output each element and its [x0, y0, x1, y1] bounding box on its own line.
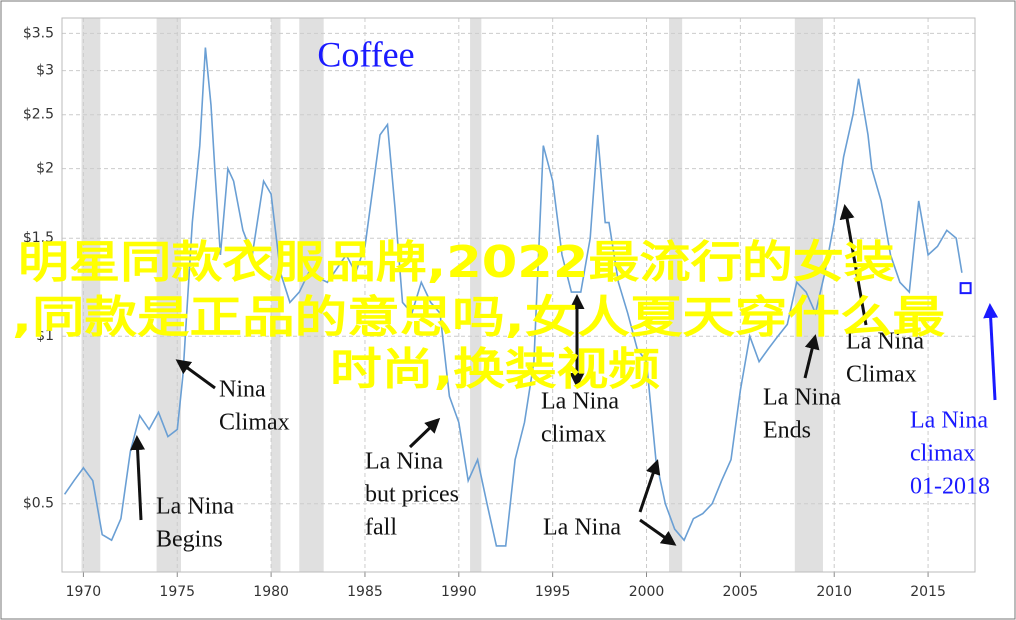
annotation-arrow [639, 518, 677, 546]
overlay-text: 明星同款衣服品牌,2022最流行的女装 [18, 237, 895, 288]
annotation: La Nina [543, 515, 621, 541]
current-marker [959, 282, 972, 295]
x-tick-label: 1980 [253, 584, 289, 600]
annotation: Climax [219, 410, 290, 436]
overlay-text: ,同款是正品的意思吗,女人夏天穿什么最 [12, 292, 945, 343]
annotation: 01-2018 [910, 474, 990, 500]
recession-band [299, 18, 324, 572]
annotation-arrow [803, 334, 820, 379]
x-tick-label: 1990 [441, 584, 477, 600]
annotation: La Nina [763, 385, 841, 411]
annotation-arrow [839, 204, 868, 326]
annotation-arrow [983, 303, 999, 401]
annotation: La Nina [365, 449, 443, 475]
x-tick-label: 1970 [66, 584, 102, 600]
y-tick-label: $3 [36, 63, 54, 79]
annotation: climax [910, 441, 975, 467]
annotation-arrow [638, 459, 661, 513]
y-tick-label: $2 [36, 161, 54, 177]
x-tick-label: 2000 [629, 584, 665, 600]
y-tick-label: $0.5 [23, 496, 54, 512]
x-tick-label: 2015 [910, 584, 946, 600]
recession-band [81, 18, 101, 572]
annotation: Ends [763, 418, 811, 444]
annotation: La Nina [156, 494, 234, 520]
annotation: La Nina [910, 408, 988, 434]
annotation: but prices [365, 482, 459, 508]
y-tick-label: $3.5 [23, 25, 54, 41]
x-tick-label: 2005 [723, 584, 759, 600]
annotation-arrow [130, 435, 146, 521]
annotation: fall [365, 515, 397, 541]
overlay-text: 时尚,换装视频 [330, 344, 660, 395]
y-tick-label: $2.5 [23, 107, 54, 123]
annotation: La Nina [846, 329, 924, 355]
y-tick-label: $1.5 [23, 230, 54, 246]
recession-band [470, 18, 482, 572]
x-tick-label: 1985 [347, 584, 383, 600]
annotation: climax [541, 422, 606, 448]
annotation: Begins [156, 527, 223, 553]
annotation: Nina [219, 377, 266, 403]
x-tick-label: 1975 [159, 584, 195, 600]
annotation: Climax [846, 362, 917, 388]
chart-title: Coffee [317, 34, 414, 74]
recession-band [669, 18, 683, 572]
x-tick-label: 1995 [535, 584, 571, 600]
y-tick-label: $1 [36, 328, 54, 344]
plot-border [61, 17, 976, 573]
recession-band [271, 18, 281, 572]
price-line [63, 47, 963, 547]
annotation-arrow [408, 417, 441, 449]
annotation: La Nina [541, 389, 619, 415]
recession-band [794, 18, 823, 572]
x-tick-label: 2010 [816, 584, 852, 600]
annotation-arrow [175, 359, 216, 390]
